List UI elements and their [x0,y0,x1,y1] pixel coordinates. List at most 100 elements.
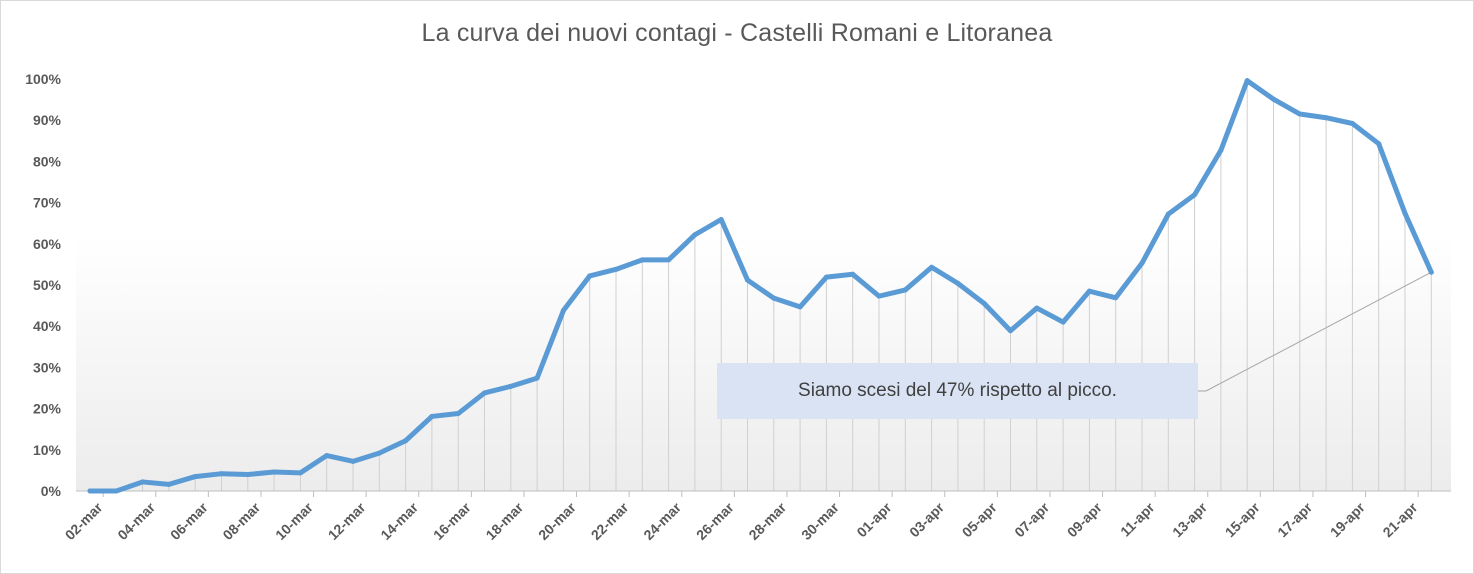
data-point [87,488,93,494]
data-point [613,266,619,272]
data-point [482,390,487,396]
data-point [955,280,961,286]
y-tick-label: 40% [33,318,62,334]
y-axis-ticks: 0% 10% 20% 30% 40% 50% 60% 70% 80% 90% 100% [25,71,61,499]
x-tick-label: 03-apr [906,499,947,540]
x-axis-ticks: 02-mar 04-mar 06-mar 08-mar 10-mar 12-mar 14-m… [62,499,1421,543]
x-axis-tick-marks [102,491,1419,497]
data-point [718,216,724,222]
data-point [692,232,698,238]
x-tick-label: 19-apr [1327,499,1368,540]
x-tick-label: 28-mar [745,499,789,543]
data-point [1349,120,1355,126]
annotation-callout: Siamo scesi del 47% rispetto al picco. [717,363,1198,419]
y-tick-label: 80% [33,153,62,169]
data-point [324,453,330,459]
x-tick-label: 02-mar [62,499,106,543]
data-point [297,470,303,476]
data-point [823,274,829,280]
data-point [376,450,382,456]
data-point [271,469,277,475]
y-tick-label: 10% [33,442,62,458]
x-tick-label: 08-mar [219,499,263,543]
x-tick-label: 10-mar [272,499,316,543]
data-point [350,458,356,464]
data-point [1008,328,1013,334]
data-point [902,287,908,293]
data-point [508,383,514,389]
y-tick-label: 60% [33,236,62,252]
data-point [929,264,935,270]
x-tick-label: 26-mar [693,499,737,543]
data-points [87,78,1434,494]
data-point [245,472,251,478]
data-point [1034,305,1040,311]
data-point [140,479,146,485]
y-tick-label: 90% [33,112,62,128]
x-tick-label: 01-apr [853,499,894,540]
data-point [219,471,224,477]
data-point [1060,319,1066,325]
x-tick-label: 30-mar [798,499,842,543]
y-tick-label: 20% [33,401,62,417]
data-point [192,474,198,480]
x-tick-label: 22-mar [588,499,632,543]
x-tick-label: 14-mar [377,499,421,543]
x-tick-label: 21-apr [1379,499,1420,540]
data-point [850,271,856,277]
x-tick-label: 15-apr [1222,499,1263,540]
y-tick-label: 100% [25,71,61,87]
data-point [113,488,119,494]
x-tick-label: 05-apr [959,499,1000,540]
data-point [1165,211,1171,217]
x-tick-label: 06-mar [167,499,211,543]
x-tick-label: 16-mar [430,499,474,543]
data-point [429,413,435,419]
data-point [534,375,540,381]
x-tick-label: 17-apr [1274,499,1315,540]
x-tick-label: 18-mar [482,499,526,543]
y-tick-label: 70% [33,195,62,211]
x-tick-label: 24-mar [640,499,684,543]
y-tick-label: 50% [33,277,62,293]
data-point [587,273,593,279]
x-tick-label: 12-mar [325,499,369,543]
data-point [797,304,803,310]
data-point [1376,141,1382,147]
y-tick-label: 30% [33,359,62,375]
x-tick-label: 13-apr [1169,499,1210,540]
data-point [166,481,172,487]
data-point [1297,111,1303,117]
data-point [1244,78,1250,84]
data-point [666,257,672,263]
data-point [403,438,409,444]
data-point [455,411,461,417]
series-line [87,78,1434,494]
data-point [1113,295,1119,301]
x-tick-label: 09-apr [1064,499,1105,540]
data-point [981,301,987,307]
data-point [1323,115,1329,121]
data-point [1428,269,1434,275]
data-point [1271,96,1276,102]
data-point [876,293,882,299]
plot-area-background [76,171,1451,491]
data-point [1402,210,1408,216]
data-point [560,308,566,314]
x-tick-label: 07-apr [1011,499,1052,540]
x-tick-label: 20-mar [535,499,579,543]
x-tick-label: 11-apr [1117,499,1158,540]
x-tick-label: 04-mar [114,499,158,543]
data-point [1192,192,1198,198]
chart-title: La curva dei nuovi contagi - Castelli Ro… [421,19,1053,47]
annotation-text: Siamo scesi del 47% rispetto al picco. [798,380,1117,401]
data-point [1139,260,1145,266]
data-point [745,277,750,283]
data-point [1218,147,1224,153]
annotation-leader-segment [1205,271,1432,392]
data-point [771,295,777,301]
data-point [1086,288,1092,294]
y-tick-label: 0% [41,483,62,499]
